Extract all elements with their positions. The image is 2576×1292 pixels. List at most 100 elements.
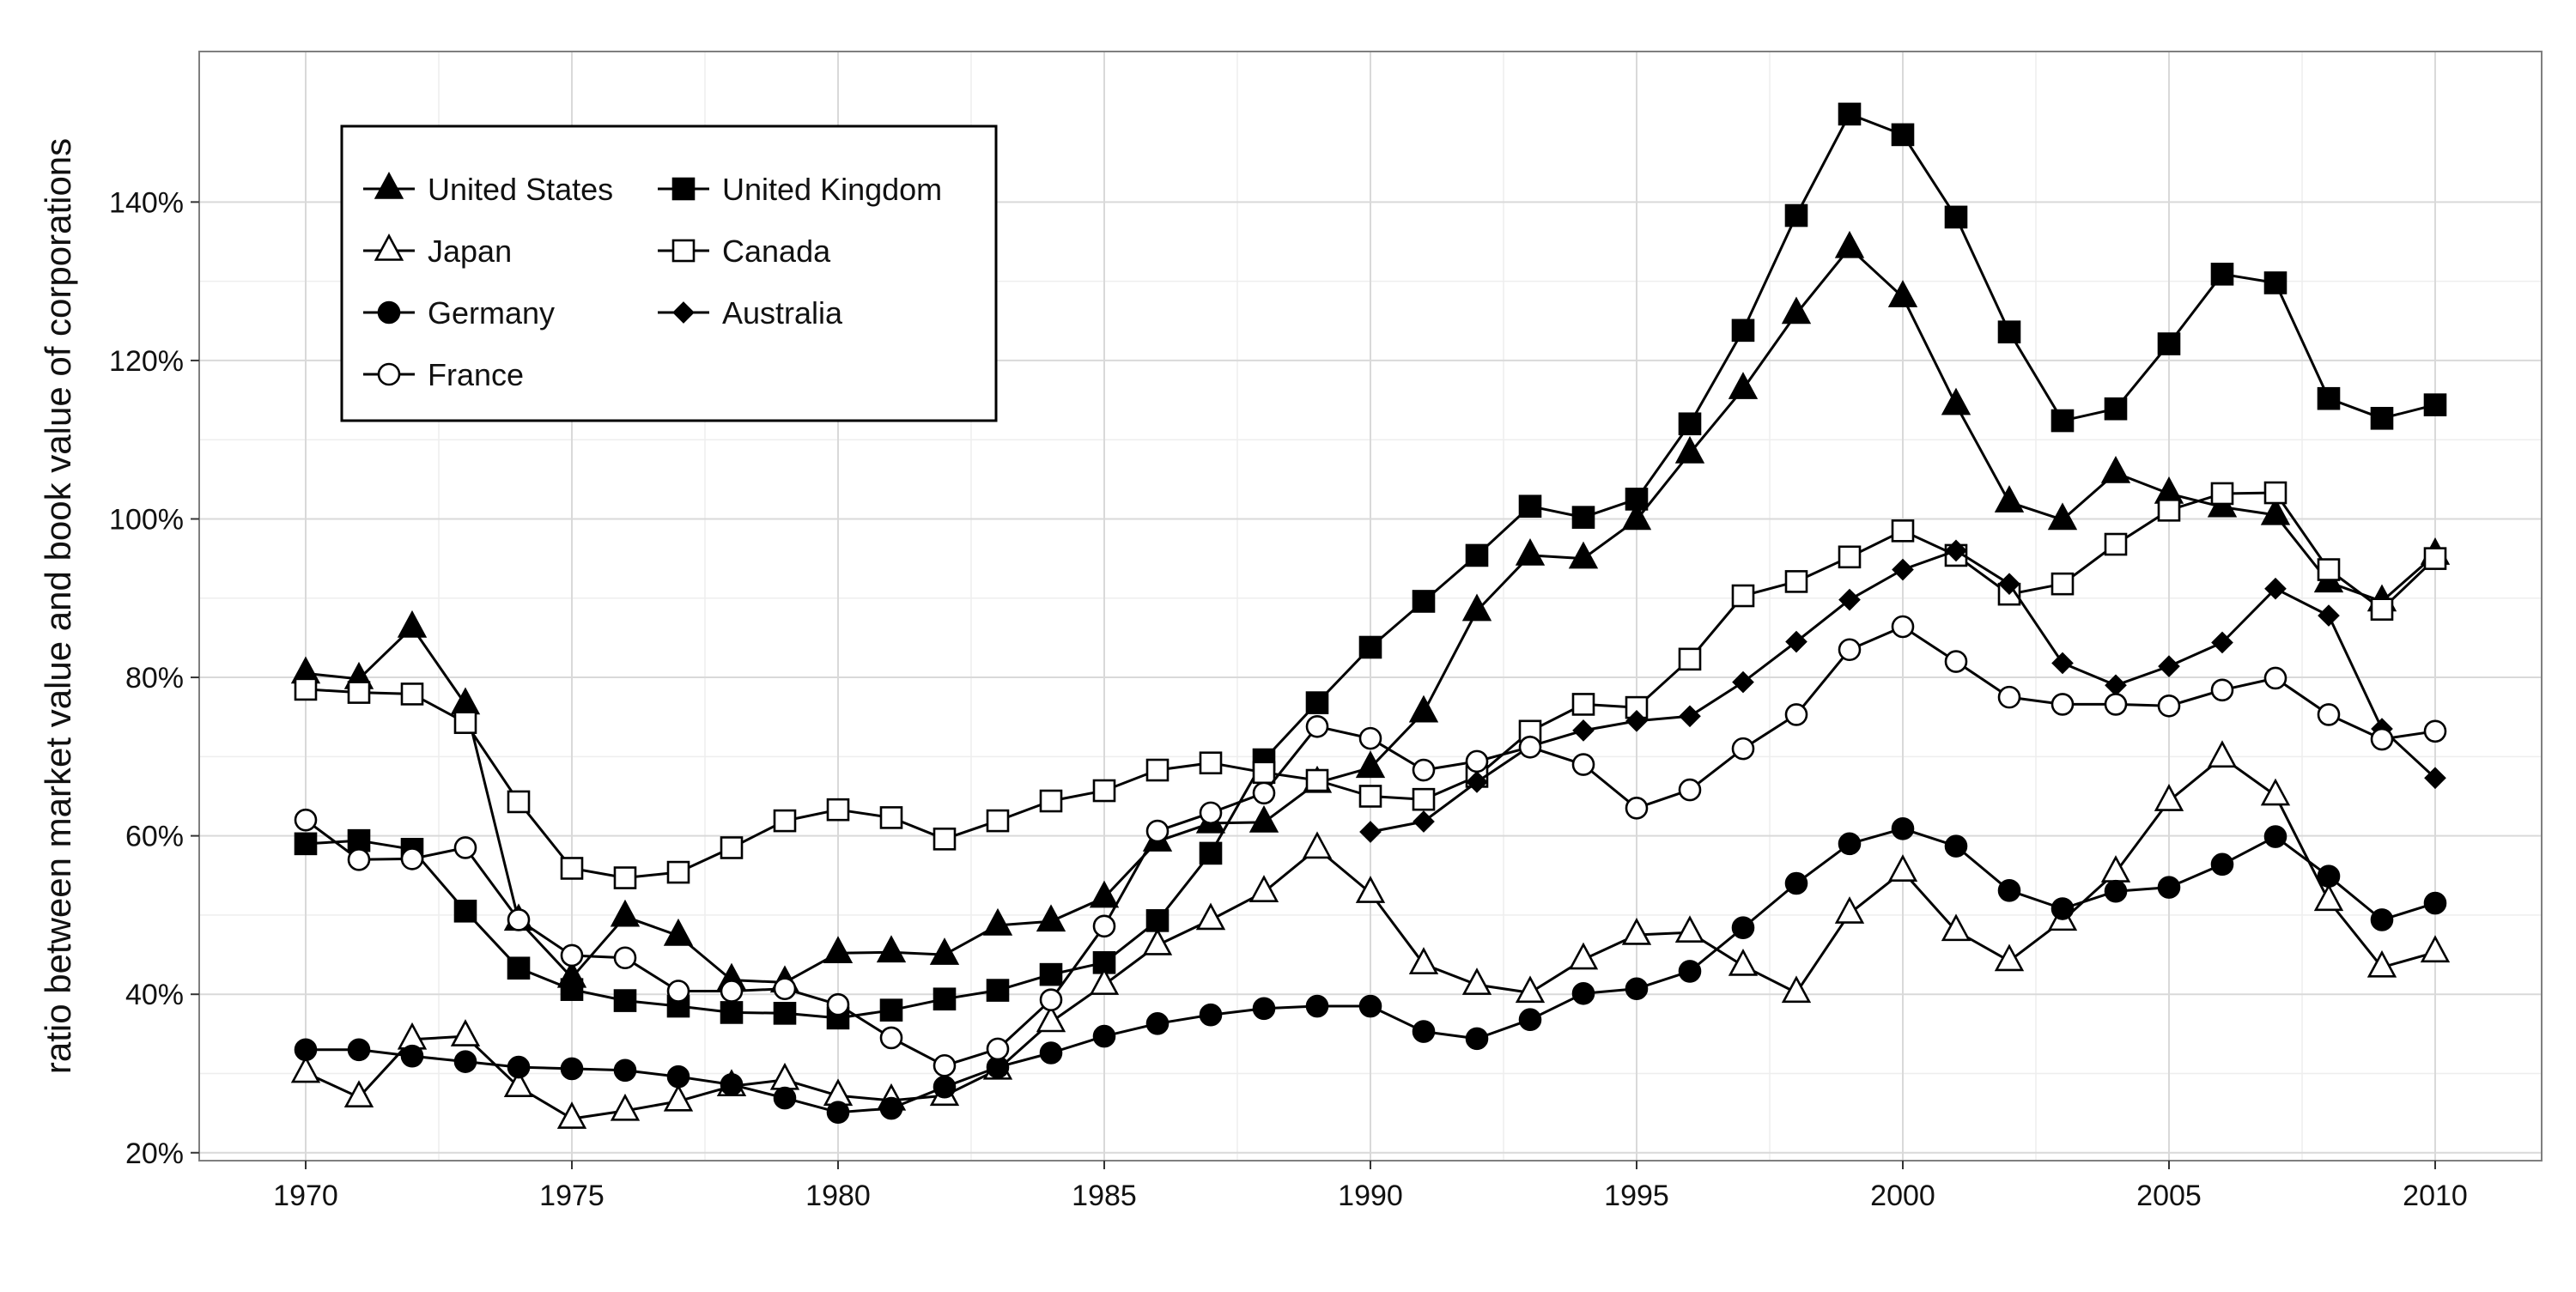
data-point-united-kingdom: [2317, 386, 2341, 410]
data-point-germany: [560, 1057, 584, 1081]
data-point-canada: [2157, 499, 2181, 522]
data-point-united-kingdom: [1731, 318, 1755, 343]
data-point-japan: [1941, 913, 1971, 942]
data-point-canada: [1784, 570, 1808, 593]
data-point-germany: [507, 1055, 531, 1079]
data-point-canada: [400, 682, 424, 706]
data-point-united-kingdom: [1678, 412, 1702, 436]
data-point-canada: [613, 866, 637, 889]
data-point-france: [1625, 797, 1649, 820]
data-point-australia: [1679, 705, 1701, 728]
series-layer: [290, 102, 2451, 1129]
data-point-france: [1944, 650, 1968, 673]
data-point-japan: [2154, 784, 2184, 811]
data-point-united-kingdom: [613, 989, 637, 1012]
data-point-united-states: [1461, 593, 1492, 622]
data-point-france: [2263, 666, 2287, 690]
legend-marker-australia: [672, 301, 695, 324]
data-point-australia: [2211, 631, 2233, 654]
data-point-united-states: [1249, 804, 1279, 833]
data-point-france: [1252, 781, 1276, 805]
data-point-france: [933, 1053, 957, 1077]
data-point-france: [507, 908, 531, 931]
data-point-canada: [507, 790, 531, 814]
data-point-japan: [1781, 975, 1812, 1004]
data-point-japan: [290, 1055, 321, 1083]
data-point-japan: [1302, 831, 1333, 859]
legend-item-canada: Canada: [658, 234, 831, 269]
data-point-australia: [2424, 767, 2446, 790]
data-point-france: [1358, 726, 1382, 750]
data-point-united-states: [1408, 695, 1439, 723]
data-point-france: [1412, 758, 1436, 782]
data-point-germany: [1358, 994, 1382, 1018]
data-point-germany: [1305, 994, 1329, 1018]
data-point-australia: [1838, 588, 1861, 611]
data-point-united-states: [1036, 904, 1066, 932]
data-point-japan: [2420, 935, 2451, 963]
x-tick-label: 1995: [1604, 1180, 1669, 1212]
data-point-japan: [2207, 740, 2238, 768]
x-tick-label: 1990: [1338, 1180, 1403, 1212]
data-point-france: [1678, 778, 1702, 802]
data-point-france: [2317, 703, 2341, 726]
data-point-canada: [1838, 545, 1862, 569]
data-point-germany: [2263, 825, 2287, 848]
legend-item-australia: Australia: [658, 295, 843, 331]
data-point-united-states: [663, 918, 694, 946]
data-point-canada: [1199, 751, 1223, 775]
data-point-france: [2104, 693, 2128, 716]
data-point-canada: [294, 677, 318, 701]
data-point-australia: [2318, 604, 2340, 627]
y-tick-label: 100%: [109, 503, 184, 536]
data-point-canada: [879, 806, 903, 829]
data-point-japan: [1887, 854, 1918, 882]
data-point-canada: [2370, 597, 2394, 621]
data-point-united-kingdom: [1412, 590, 1436, 613]
data-point-germany: [666, 1065, 690, 1089]
data-point-germany: [2370, 908, 2394, 931]
data-point-france: [1199, 801, 1223, 825]
data-point-australia: [1413, 810, 1435, 833]
y-tick-label: 80%: [125, 662, 184, 695]
data-point-germany: [1784, 871, 1808, 895]
x-tick-label: 1985: [1072, 1180, 1137, 1212]
data-point-canada: [453, 711, 477, 734]
data-point-australia: [1625, 709, 1648, 732]
data-point-germany: [1678, 960, 1702, 983]
data-point-japan: [343, 1080, 374, 1107]
series-australia: [1359, 539, 2446, 843]
data-point-canada: [1571, 693, 1595, 716]
data-point-united-kingdom: [2104, 397, 2128, 421]
data-point-united-states: [1728, 372, 1759, 399]
data-point-france: [400, 847, 424, 870]
data-point-united-states: [1621, 502, 1652, 531]
data-point-france: [347, 848, 371, 871]
data-point-canada: [826, 798, 850, 822]
data-point-japan: [2366, 949, 2397, 978]
data-point-australia: [1945, 539, 1967, 562]
data-point-united-states: [2260, 497, 2291, 525]
data-point-united-kingdom: [1997, 320, 2021, 343]
data-point-united-kingdom: [347, 828, 371, 852]
data-point-canada: [1145, 758, 1170, 782]
data-point-canada: [933, 828, 957, 851]
data-point-australia: [2264, 577, 2287, 600]
data-point-france: [773, 977, 797, 1001]
data-point-united-states: [1994, 485, 2025, 513]
data-point-canada: [1358, 785, 1382, 808]
data-point-germany: [2157, 876, 2181, 899]
legend-label-germany: Germany: [428, 295, 555, 331]
data-point-united-kingdom: [507, 956, 531, 980]
data-point-germany: [1252, 997, 1276, 1021]
data-point-germany: [1571, 981, 1595, 1005]
data-point-germany: [1838, 832, 1862, 856]
data-point-france: [453, 836, 477, 859]
data-point-france: [2423, 719, 2447, 743]
data-point-japan: [2313, 883, 2344, 912]
data-point-united-kingdom: [879, 998, 903, 1022]
legend-label-united-kingdom: United Kingdom: [722, 172, 942, 207]
data-point-japan: [1674, 915, 1705, 943]
data-point-australia: [1359, 821, 1382, 843]
